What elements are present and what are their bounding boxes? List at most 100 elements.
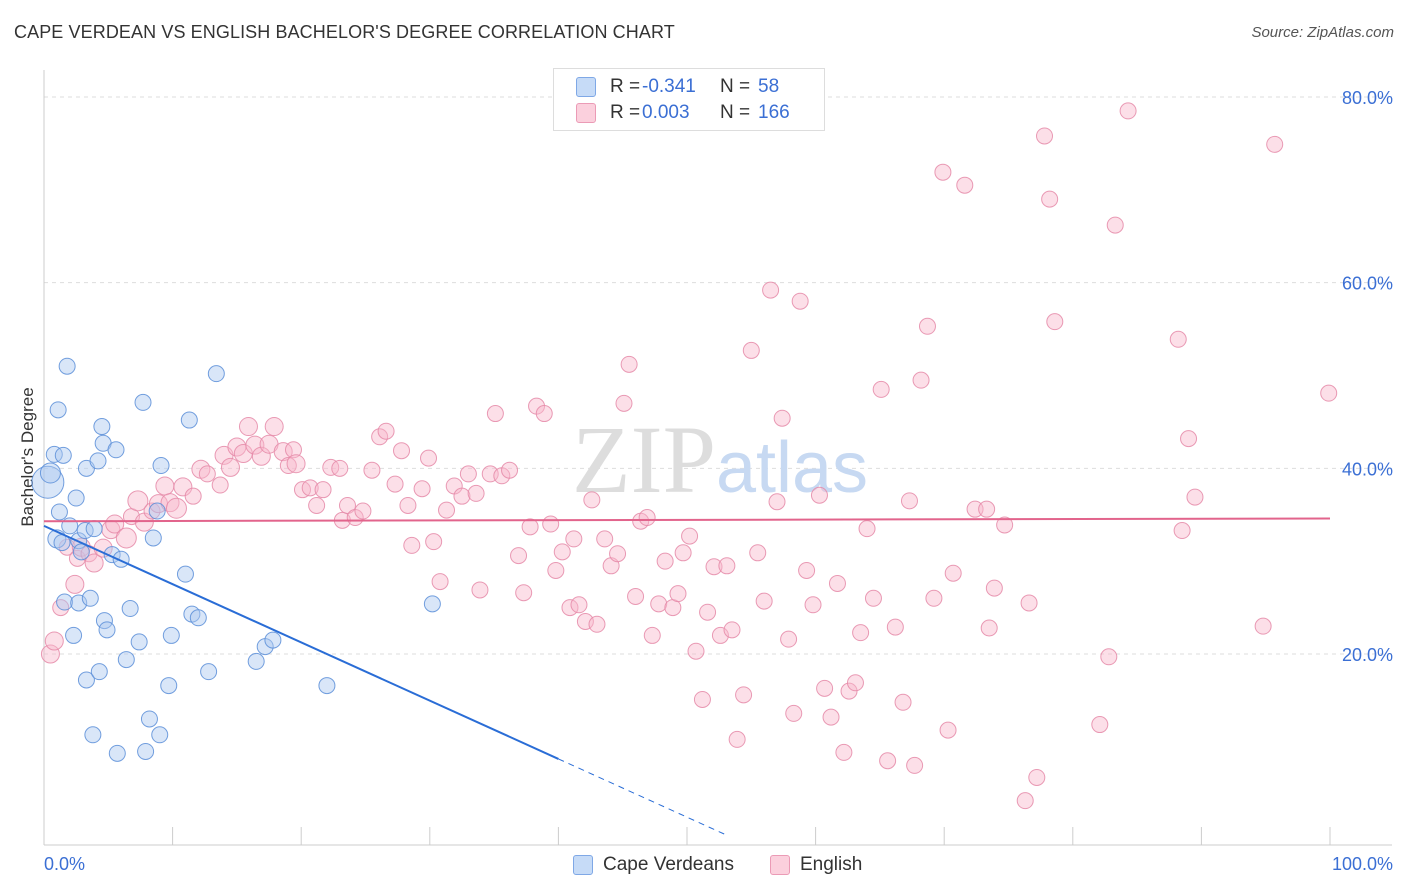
english-point [835, 743, 853, 761]
cape-verdean-trend-extension [558, 758, 726, 836]
english-point [510, 547, 528, 565]
english-point [762, 281, 780, 299]
y-tick-label: 40.0% [1342, 459, 1393, 479]
english-point [399, 496, 417, 514]
english-point [264, 417, 284, 437]
cape-verdean-point [93, 418, 111, 436]
english-point [127, 490, 149, 512]
trend-layer [43, 517, 1331, 836]
english-point [1266, 135, 1284, 153]
cape-verdean-point [77, 671, 95, 689]
english-point [393, 442, 411, 460]
english-point [515, 584, 533, 602]
english-point [620, 355, 638, 373]
english-point [804, 596, 822, 614]
y-tick-label: 60.0% [1342, 274, 1393, 294]
english-point [1186, 488, 1204, 506]
english-point [1254, 617, 1272, 635]
english-point [1100, 648, 1118, 666]
english-point [1180, 430, 1198, 448]
english-point [1016, 792, 1034, 810]
english-point [165, 497, 187, 519]
english-point [570, 596, 588, 614]
bottom-legend-cape-verdeans: Cape Verdeans [573, 853, 734, 877]
y-tick-label: 20.0% [1342, 645, 1393, 665]
bottom-legend-swatch-blue [573, 855, 593, 875]
english-point [749, 544, 767, 562]
legend-n-value: 166 [758, 102, 790, 123]
english-point [755, 592, 773, 610]
watermark-atlas: atlas [716, 428, 868, 508]
cape-verdean-point [54, 446, 72, 464]
cape-verdean-points [31, 357, 441, 762]
english-point [966, 500, 984, 518]
english-point [521, 518, 539, 536]
english-point [438, 501, 456, 519]
english-point [906, 756, 924, 774]
english-point [615, 394, 633, 412]
cape-verdean-point [49, 401, 67, 419]
english-point [413, 480, 431, 498]
english-point [609, 545, 627, 563]
english-point [980, 619, 998, 637]
english-point [723, 621, 741, 639]
english-point [211, 476, 229, 494]
english-point [681, 527, 699, 545]
english-point [656, 552, 674, 570]
english-point [934, 163, 952, 181]
english-point [718, 557, 736, 575]
english-point [768, 493, 786, 511]
english-point [279, 457, 297, 475]
english-point [238, 417, 258, 437]
english-point [996, 516, 1014, 534]
x-tick-label-min: 0.0% [44, 854, 85, 874]
legend-swatch-pink [576, 103, 596, 123]
legend-r-label: R = [610, 102, 641, 123]
cape-verdean-point [140, 710, 158, 728]
cape-verdean-point [98, 621, 116, 639]
english-point [912, 371, 930, 389]
english-point [308, 496, 326, 514]
english-point [331, 459, 349, 477]
english-point [322, 458, 340, 476]
cape-verdean-point [81, 589, 99, 607]
english-point [1173, 522, 1191, 540]
bottom-legend-label: Cape Verdeans [603, 854, 734, 875]
english-point [780, 630, 798, 648]
cape-verdean-point [247, 652, 265, 670]
cape-verdean-point [56, 593, 74, 611]
english-point [467, 484, 485, 502]
english-point [742, 341, 760, 359]
cape-verdean-point [152, 457, 170, 475]
legend-r-value: -0.341 [642, 76, 696, 97]
english-point [588, 615, 606, 633]
english-point [431, 573, 449, 591]
english-point [822, 708, 840, 726]
cape-verdean-point [130, 633, 148, 651]
legend-r-label: R = [610, 76, 641, 97]
cape-verdean-point [189, 609, 207, 627]
english-point [627, 587, 645, 605]
english-point [65, 574, 85, 594]
english-point [386, 475, 404, 493]
english-point [956, 176, 974, 194]
english-point [1020, 594, 1038, 612]
legend-r-value: 0.003 [642, 102, 690, 123]
cape-verdean-point [89, 452, 107, 470]
english-point [735, 686, 753, 704]
english-point [728, 730, 746, 748]
english-point [816, 679, 834, 697]
bottom-legend-label: English [800, 854, 863, 875]
english-point [852, 624, 870, 642]
y-tick-label: 80.0% [1342, 88, 1393, 108]
english-point [363, 461, 381, 479]
cape-verdean-point [207, 365, 225, 383]
english-point [699, 603, 717, 621]
cape-verdean-point [200, 663, 218, 681]
english-point [978, 500, 996, 518]
english-trend-line [43, 517, 1331, 523]
english-point [894, 693, 912, 711]
english-point [377, 422, 395, 440]
cape-verdean-point [151, 726, 169, 744]
english-point [900, 492, 918, 510]
